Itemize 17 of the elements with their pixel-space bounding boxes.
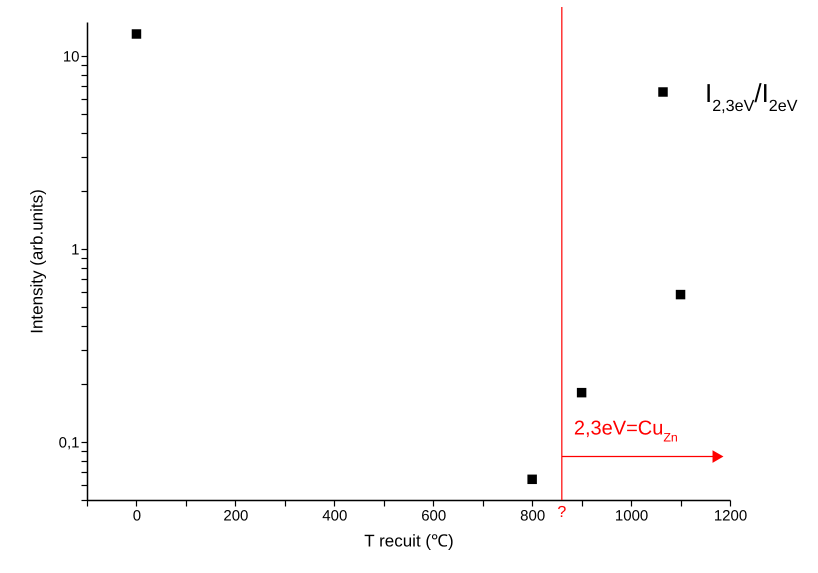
x-tick-label: 800: [520, 508, 546, 524]
y-tick-label: 0,1: [58, 434, 80, 452]
point: [576, 388, 586, 398]
point: [132, 29, 142, 39]
y-tick-label: 10: [62, 48, 80, 66]
x-tick-label: 200: [223, 508, 248, 524]
x-axis-title: T recuit (℃): [364, 532, 454, 550]
y-tick-label: 1: [71, 241, 80, 258]
point: [676, 290, 686, 300]
point: [527, 474, 537, 484]
y-axis-title: Intensity (arb.units): [28, 189, 47, 334]
x-tick-label: 600: [421, 508, 446, 524]
ref-line-label: ?: [557, 504, 566, 521]
x-tick-label: 400: [322, 508, 348, 524]
x-tick-label: 1000: [614, 508, 648, 524]
x-tick-label: 0: [132, 508, 142, 524]
x-tick-label: 1200: [714, 508, 748, 524]
